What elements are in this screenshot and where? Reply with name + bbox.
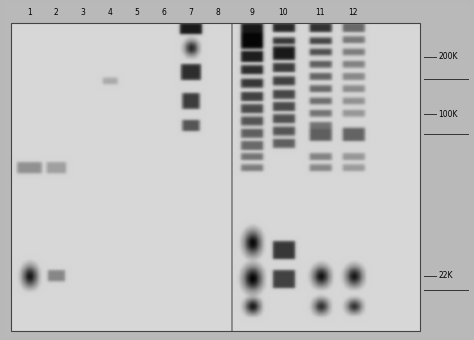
- Bar: [11, 23, 420, 331]
- Text: 8: 8: [215, 8, 220, 17]
- Text: 9: 9: [249, 8, 254, 17]
- Text: 3: 3: [81, 8, 85, 17]
- Text: 6: 6: [161, 8, 166, 17]
- Text: 2: 2: [54, 8, 58, 17]
- Text: 5: 5: [134, 8, 139, 17]
- Text: 22K: 22K: [439, 271, 453, 280]
- Text: 1: 1: [27, 8, 32, 17]
- Text: 11: 11: [315, 8, 325, 17]
- Text: 10: 10: [279, 8, 288, 17]
- Text: 7: 7: [188, 8, 193, 17]
- Text: 12: 12: [348, 8, 358, 17]
- Text: 100K: 100K: [439, 110, 458, 119]
- Text: 200K: 200K: [439, 52, 458, 61]
- Text: 4: 4: [108, 8, 112, 17]
